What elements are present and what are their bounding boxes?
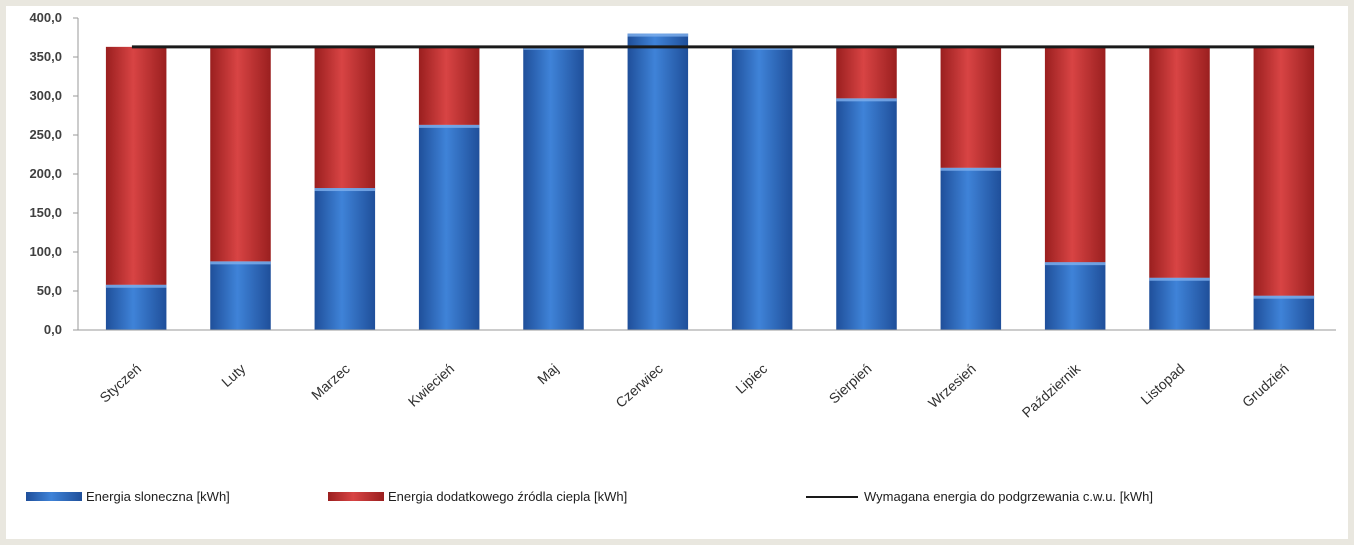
legend-swatch-additional xyxy=(328,492,384,501)
bar-solar-cap-12 xyxy=(1254,296,1315,299)
x-tick-label: Marzec xyxy=(308,360,353,403)
y-tick-label: 400,0 xyxy=(29,10,62,25)
x-tick-label: Luty xyxy=(218,360,248,390)
legend-label-required: Wymagana energia do podgrzewania c.w.u. … xyxy=(864,489,1153,504)
bar-additional-1 xyxy=(106,47,167,285)
bar-additional-4 xyxy=(419,47,480,125)
bar-solar-11 xyxy=(1149,278,1210,330)
y-tick-label: 250,0 xyxy=(29,127,62,142)
bar-solar-cap-3 xyxy=(315,188,376,191)
y-tick-label: 0,0 xyxy=(44,322,62,337)
bar-solar-5 xyxy=(523,47,584,330)
x-tick-label: Listopad xyxy=(1137,360,1187,407)
y-tick-label: 350,0 xyxy=(29,49,62,64)
bar-solar-4 xyxy=(419,125,480,330)
bar-solar-7 xyxy=(732,47,793,330)
chart-frame: Styczeń Luty Marzec Kwiecień Maj Czerwiec Lipi… xyxy=(6,6,1348,539)
bar-solar-8 xyxy=(836,98,897,330)
x-tick-label: Styczeń xyxy=(96,360,144,405)
x-tick-label: Sierpień xyxy=(826,360,875,406)
y-tick-label: 100,0 xyxy=(29,244,62,259)
bar-solar-cap-2 xyxy=(210,261,271,264)
legend-swatch-solar xyxy=(26,492,82,501)
x-tick-label: Grudzień xyxy=(1239,360,1292,410)
x-tick-label: Październik xyxy=(1019,360,1084,421)
x-tick-label: Wrzesień xyxy=(925,360,979,411)
bar-solar-cap-1 xyxy=(106,285,167,288)
y-tick-label: 200,0 xyxy=(29,166,62,181)
stacked-bar-chart: Styczeń Luty Marzec Kwiecień Maj Czerwiec Lipi… xyxy=(6,6,1348,539)
bar-solar-10 xyxy=(1045,262,1106,330)
bar-solar-cap-8 xyxy=(836,98,897,101)
bar-additional-9 xyxy=(941,47,1002,168)
y-tick-label: 50,0 xyxy=(37,283,62,298)
x-tick-label: Lipiec xyxy=(732,360,770,396)
bar-additional-8 xyxy=(836,47,897,98)
bar-additional-3 xyxy=(315,47,376,188)
bar-additional-10 xyxy=(1045,47,1106,262)
bar-additional-11 xyxy=(1149,47,1210,278)
legend-label-solar: Energia sloneczna [kWh] xyxy=(86,489,230,504)
bar-solar-9 xyxy=(941,168,1002,330)
bar-solar-6 xyxy=(628,34,689,330)
bar-solar-2 xyxy=(210,261,271,330)
y-tick-label: 150,0 xyxy=(29,205,62,220)
bar-solar-12 xyxy=(1254,296,1315,330)
bar-additional-2 xyxy=(210,47,271,261)
bar-solar-cap-9 xyxy=(941,168,1002,171)
bar-solar-cap-4 xyxy=(419,125,480,128)
bar-solar-cap-11 xyxy=(1149,278,1210,281)
bar-solar-cap-6 xyxy=(628,34,689,37)
bar-solar-3 xyxy=(315,188,376,330)
bar-additional-12 xyxy=(1254,47,1315,296)
legend-label-additional: Energia dodatkowego źródla ciepla [kWh] xyxy=(388,489,627,504)
bar-solar-1 xyxy=(106,285,167,330)
x-tick-label: Czerwiec xyxy=(612,360,665,410)
bar-solar-cap-10 xyxy=(1045,262,1106,265)
x-tick-label: Maj xyxy=(534,360,561,387)
x-tick-label: Kwiecień xyxy=(405,360,457,409)
y-tick-label: 300,0 xyxy=(29,88,62,103)
